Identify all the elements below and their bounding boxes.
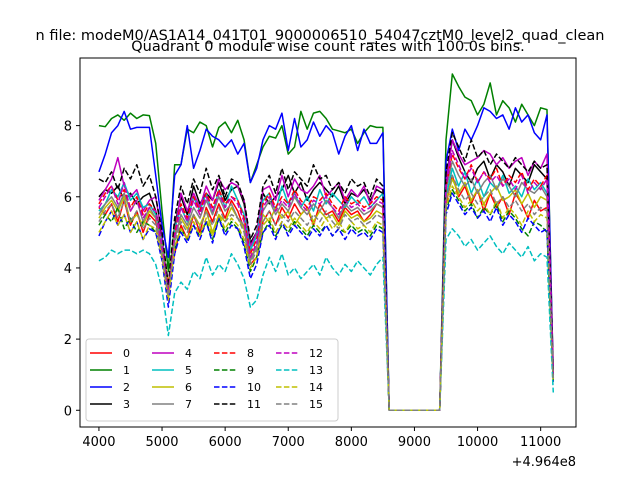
series-line-5 bbox=[98, 167, 555, 412]
x-tick-label: 9000 bbox=[398, 435, 431, 450]
legend-label-10: 10 bbox=[247, 381, 261, 394]
plot-area bbox=[98, 73, 555, 412]
legend-label-6: 6 bbox=[185, 381, 192, 394]
legend-label-7: 7 bbox=[185, 398, 192, 411]
x-tick-label: 8000 bbox=[335, 435, 368, 450]
legend-label-5: 5 bbox=[185, 364, 192, 377]
axes-frame bbox=[79, 57, 577, 428]
y-tick-label: 2 bbox=[64, 333, 72, 348]
legend-label-15: 15 bbox=[309, 398, 323, 411]
x-tick-label: 6000 bbox=[209, 435, 242, 450]
y-tick-label: 4 bbox=[64, 262, 72, 277]
series-line-1 bbox=[98, 73, 555, 412]
series-line-11 bbox=[98, 131, 555, 412]
legend-label-11: 11 bbox=[247, 398, 261, 411]
series-line-10 bbox=[98, 192, 555, 412]
y-tick-label: 6 bbox=[64, 191, 72, 206]
x-tick-label: 4000 bbox=[82, 435, 115, 450]
legend-label-9: 9 bbox=[247, 364, 254, 377]
legend-label-2: 2 bbox=[123, 381, 130, 394]
legend-label-1: 1 bbox=[123, 364, 130, 377]
y-axis: 0 2 4 6 8 bbox=[64, 120, 80, 419]
series-line-14 bbox=[98, 185, 555, 412]
legend-label-14: 14 bbox=[309, 381, 323, 394]
x-offset-label: +4.964e8 bbox=[512, 455, 576, 470]
y-tick-label: 0 bbox=[64, 404, 72, 419]
x-tick-label: 5000 bbox=[145, 435, 178, 450]
x-axis: 4000 5000 6000 7000 8000 9000 10000 11000 bbox=[82, 427, 561, 450]
x-tick-label: 7000 bbox=[272, 435, 305, 450]
y-tick-label: 8 bbox=[64, 120, 72, 135]
x-tick-label: 10000 bbox=[457, 435, 498, 450]
series-line-13 bbox=[98, 228, 555, 412]
series-line-2 bbox=[98, 107, 555, 412]
legend-label-12: 12 bbox=[309, 347, 323, 360]
legend-label-8: 8 bbox=[247, 347, 254, 360]
legend-label-3: 3 bbox=[123, 398, 130, 411]
legend-label-0: 0 bbox=[123, 347, 130, 360]
series-line-8 bbox=[98, 153, 555, 412]
series-line-7 bbox=[98, 160, 555, 412]
figure-suptitle: n file: modeM0/AS1A14_041T01_9000006510_… bbox=[36, 28, 605, 44]
series-line-12 bbox=[98, 149, 555, 412]
legend-box bbox=[85, 338, 339, 422]
legend-label-4: 4 bbox=[185, 347, 192, 360]
x-tick-label: 11000 bbox=[520, 435, 561, 450]
chart-title: Quadrant 0 module wise count rates with … bbox=[131, 39, 525, 55]
legend-label-13: 13 bbox=[309, 364, 323, 377]
series-line-15 bbox=[98, 174, 555, 412]
